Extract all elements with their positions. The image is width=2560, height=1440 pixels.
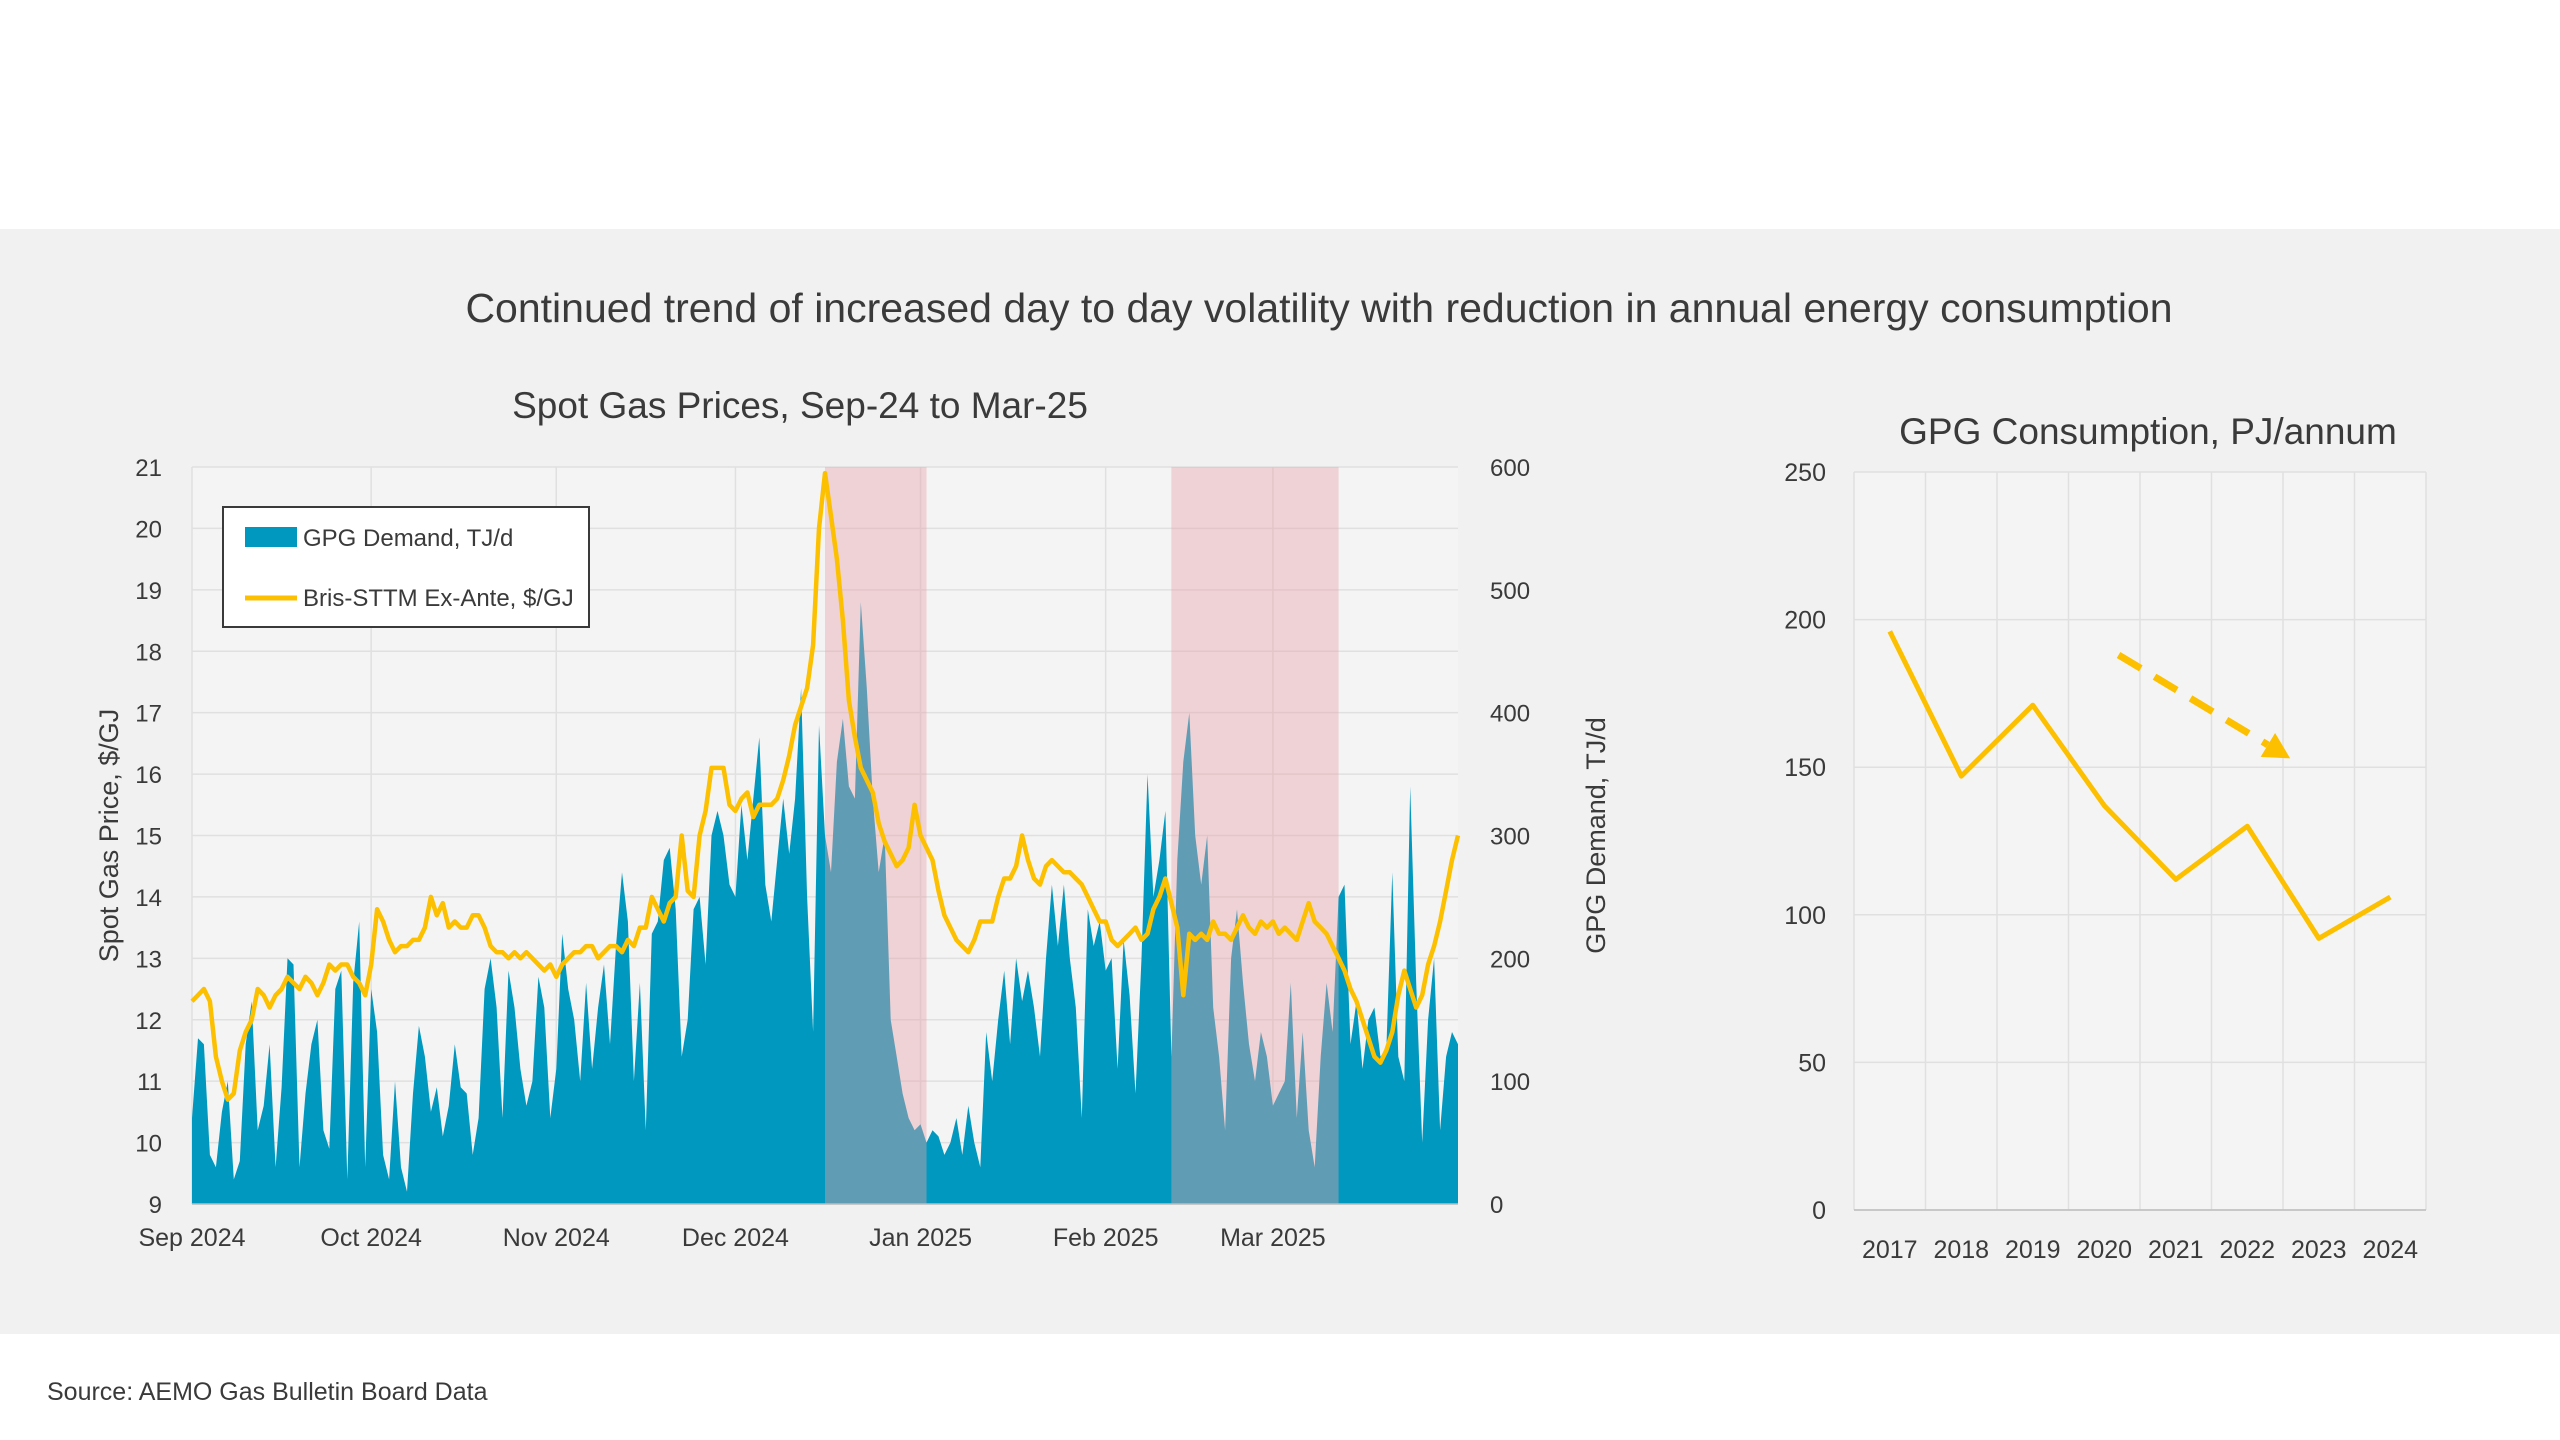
x-tick-label: Jan 2025: [869, 1224, 972, 1252]
y-tick-label: 19: [135, 578, 162, 605]
gpg-y-tick-label: 0: [1812, 1197, 1826, 1225]
y2-tick-label: 600: [1490, 455, 1530, 482]
y-tick-label: 14: [135, 885, 162, 912]
gpg-y-tick-label: 150: [1784, 754, 1826, 782]
gpg-x-tick-label: 2021: [2148, 1236, 2204, 1264]
y-tick-label: 10: [135, 1131, 162, 1158]
legend-swatch-demand: [245, 527, 297, 547]
gpg-consumption-chart: 0 50 100 150 200 250 2017 2018 2019 2020 2021 2022 2…: [1784, 411, 2427, 1264]
y-tick-label: 21: [135, 455, 162, 482]
y2-tick-label: 0: [1490, 1192, 1503, 1219]
y2-tick-label: 300: [1490, 824, 1530, 851]
y-tick-label: 17: [135, 701, 162, 728]
y2-tick-label: 200: [1490, 946, 1530, 973]
gpg-x-tick-label: 2018: [1933, 1236, 1989, 1264]
x-tick-label: Nov 2024: [503, 1224, 610, 1252]
gpg-x-tick-label: 2023: [2291, 1236, 2347, 1264]
trend-arrow-dashed-line: [2116, 652, 2270, 748]
highlight-band-2: [1171, 467, 1339, 1204]
gpg-y-tick-label: 250: [1784, 459, 1826, 487]
gpg-consumption-line: [1887, 630, 2392, 941]
legend-label-demand: GPG Demand, TJ/d: [303, 525, 513, 552]
y-tick-label: 9: [149, 1192, 162, 1219]
y2-tick-label: 100: [1490, 1069, 1530, 1096]
y-axis-title: Spot Gas Price, $/GJ: [94, 709, 124, 963]
x-tick-label: Feb 2025: [1053, 1224, 1159, 1252]
x-tick-label: Oct 2024: [320, 1224, 422, 1252]
legend: GPG Demand, TJ/d Bris-STTM Ex-Ante, $/GJ: [222, 506, 590, 628]
y-tick-label: 20: [135, 516, 162, 543]
y2-tick-label: 500: [1490, 578, 1530, 605]
y-tick-label: 16: [135, 762, 162, 789]
y-tick-label: 11: [137, 1069, 162, 1096]
y2-axis-title: GPG Demand, TJ/d: [1581, 717, 1611, 954]
y-tick-label: 15: [135, 824, 162, 851]
gpg-x-tick-label: 2020: [2076, 1236, 2132, 1264]
x-tick-label: Sep 2024: [138, 1224, 245, 1252]
x-tick-label: Mar 2025: [1220, 1224, 1326, 1252]
page-title: Continued trend of increased day to day …: [465, 285, 2173, 331]
spot-gas-price-chart: 9 10 11 12 13 14 15 16 17 18 19 20 21 0 100 200 300 400 50…: [94, 385, 1611, 1252]
x-tick-label: Dec 2024: [682, 1224, 789, 1252]
y-tick-label: 12: [135, 1008, 162, 1035]
gpg-y-tick-label: 100: [1784, 902, 1826, 930]
legend-label-price: Bris-STTM Ex-Ante, $/GJ: [303, 585, 574, 612]
trend-arrow-head: [2260, 732, 2291, 759]
gpg-chart-title: GPG Consumption, PJ/annum: [1899, 411, 2397, 452]
legend-box: [222, 506, 590, 628]
gpg-y-tick-label: 200: [1784, 607, 1826, 635]
y-tick-label: 13: [135, 946, 162, 973]
spot-chart-title: Spot Gas Prices, Sep-24 to Mar-25: [512, 385, 1088, 426]
gpg-x-tick-label: 2022: [2219, 1236, 2275, 1264]
series-gpg-demand-area: [192, 602, 1458, 1204]
gpg-x-tick-label: 2024: [2362, 1236, 2418, 1264]
y2-tick-label: 400: [1490, 701, 1530, 728]
series-bris-sttm-price-line: [190, 470, 1461, 1102]
y-tick-label: 18: [135, 639, 162, 666]
gpg-x-tick-label: 2017: [1862, 1236, 1918, 1264]
gpg-x-tick-label: 2019: [2005, 1236, 2061, 1264]
source-note: Source: AEMO Gas Bulletin Board Data: [47, 1378, 488, 1406]
gpg-y-tick-label: 50: [1798, 1049, 1826, 1077]
